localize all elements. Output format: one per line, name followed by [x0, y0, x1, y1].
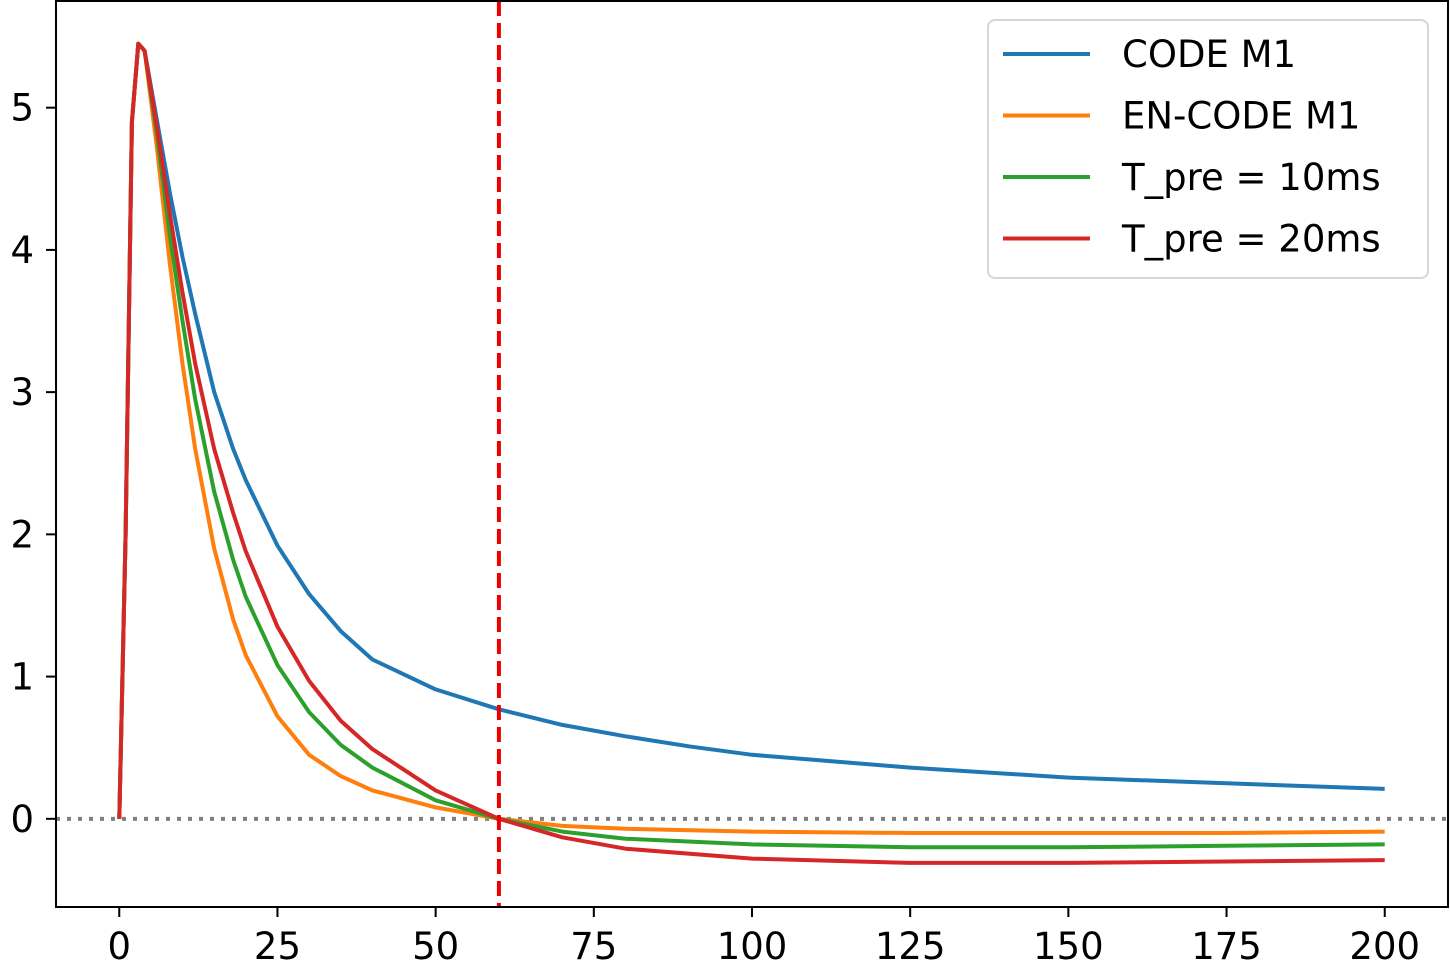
legend-label: CODE M1 [1122, 33, 1296, 76]
y-tick-label: 2 [10, 513, 34, 556]
x-tick-label: 0 [107, 925, 131, 968]
y-tick-label: 4 [10, 229, 34, 272]
x-tick-label: 200 [1349, 925, 1420, 968]
legend-label: T_pre = 20ms [1121, 218, 1381, 261]
legend-box [987, 19, 1429, 279]
x-tick-label: 100 [717, 925, 788, 968]
series-line-4 [117, 41, 1385, 865]
x-tick-label: 150 [1033, 925, 1104, 968]
legend-label: EN-CODE M1 [1122, 95, 1360, 138]
x-tick-label: 125 [875, 925, 946, 968]
y-tick-label: 3 [10, 371, 34, 414]
x-tick-label: 75 [570, 925, 617, 968]
y-tick-label: 5 [10, 87, 34, 130]
x-tick-label: 50 [412, 925, 459, 968]
y-tick-label: 0 [10, 798, 34, 841]
y-axis: 0 1 2 3 4 5 [10, 87, 56, 841]
x-tick-label: 175 [1191, 925, 1262, 968]
y-tick-label: 1 [10, 656, 34, 699]
x-tick-label: 25 [254, 925, 301, 968]
legend-label: T_pre = 10ms [1121, 156, 1381, 199]
legend: CODE M1 EN-CODE M1 T_pre = 10ms T_pre = 20m… [987, 19, 1429, 279]
series-layer [117, 1, 1385, 907]
x-axis: 0 25 50 75 100 125 150 175 200 [107, 907, 1420, 968]
